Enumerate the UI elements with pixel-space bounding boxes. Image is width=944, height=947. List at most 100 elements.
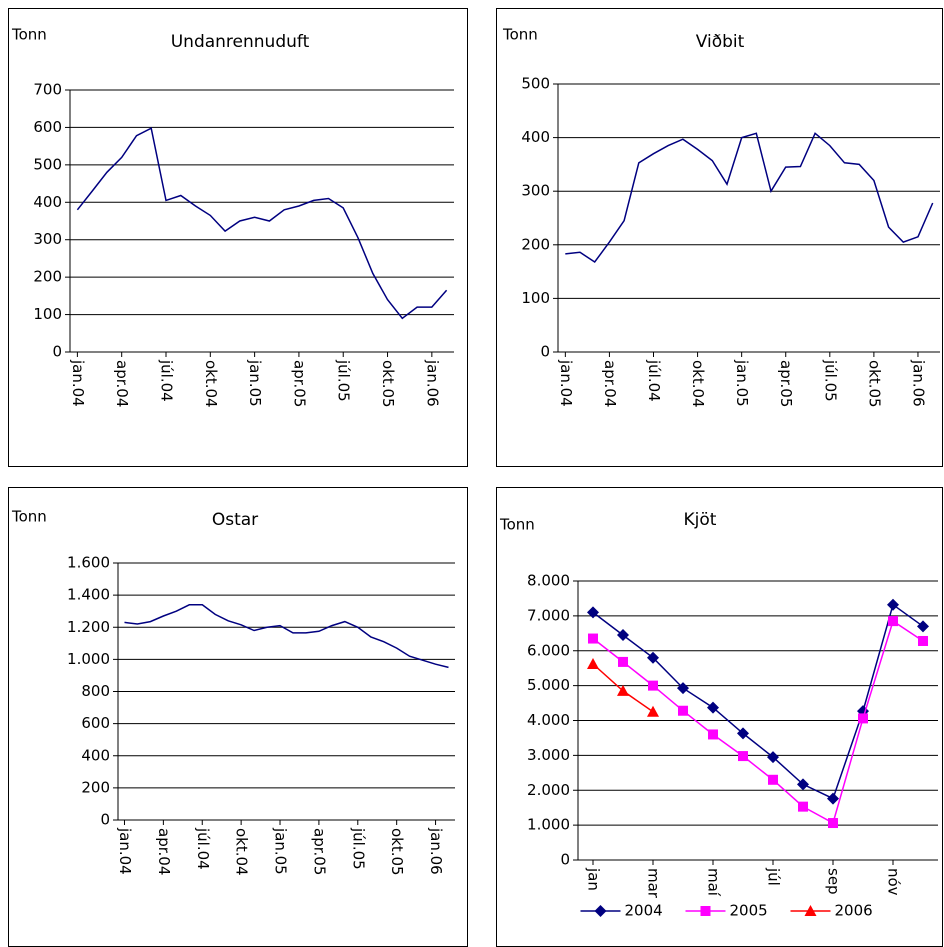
data-point xyxy=(797,778,809,791)
x-tick-label: jan.05 xyxy=(733,359,751,407)
y-tick-label: 6.000 xyxy=(527,641,570,659)
data-line xyxy=(592,603,924,800)
x-tick-label: júl.05 xyxy=(349,827,367,870)
x-tick-label: júl.04 xyxy=(194,827,212,870)
y-tick-label: 700 xyxy=(33,81,62,99)
x-tick-label: júl.05 xyxy=(821,359,839,402)
y-tick-label: 600 xyxy=(81,714,110,732)
y-tick-label: 400 xyxy=(521,128,550,146)
x-tick-label: okt.04 xyxy=(233,828,251,876)
x-tick-label: mar xyxy=(645,868,663,899)
y-tick-label: 1.000 xyxy=(67,650,110,668)
y-tick-label: 400 xyxy=(33,193,62,211)
x-tick-label: jan.04 xyxy=(557,359,575,407)
data-point xyxy=(858,713,868,724)
chart-title: Ostar xyxy=(212,510,258,530)
y-tick-label: 5.000 xyxy=(527,676,570,694)
y-tick-label: 600 xyxy=(33,118,62,136)
y-tick-label: 1.600 xyxy=(67,554,110,572)
data-line xyxy=(592,619,924,825)
y-tick-label: 100 xyxy=(33,305,62,323)
data-point xyxy=(648,680,658,691)
x-tick-label: okt.04 xyxy=(202,360,220,408)
data-point xyxy=(618,656,628,667)
x-tick-label: apr.05 xyxy=(310,828,328,875)
panel-frame xyxy=(496,8,943,467)
data-point xyxy=(617,684,629,696)
data-point xyxy=(917,620,929,633)
data-line xyxy=(565,132,934,264)
panel-frame xyxy=(8,8,468,467)
y-tick-label: 500 xyxy=(521,75,550,93)
chart-title: Kjöt xyxy=(684,510,717,530)
x-tick-label: apr.05 xyxy=(777,360,795,407)
y-tick-label: 0 xyxy=(100,811,110,829)
x-tick-label: júl xyxy=(765,867,783,886)
x-tick-label: jan.04 xyxy=(69,359,87,407)
data-point xyxy=(647,651,659,664)
x-tick-label: okt.05 xyxy=(388,828,406,876)
x-tick-label: jan.06 xyxy=(427,827,445,875)
x-tick-label: okt.04 xyxy=(689,360,707,408)
y-tick-label: 0 xyxy=(540,343,550,361)
data-point xyxy=(587,606,599,619)
x-tick-label: jan.05 xyxy=(246,359,264,407)
y-tick-label: 1.400 xyxy=(67,586,110,604)
x-tick-label: okt.05 xyxy=(379,360,397,408)
data-point xyxy=(647,705,659,717)
x-tick-label: apr.04 xyxy=(155,828,173,875)
y-tick-label: 200 xyxy=(81,778,110,796)
y-axis-label: Tonn xyxy=(11,508,47,526)
legend-marker xyxy=(700,906,711,916)
y-tick-label: 1.000 xyxy=(527,816,570,834)
data-point xyxy=(767,751,779,764)
data-point xyxy=(888,616,898,627)
x-tick-label: maí xyxy=(705,868,723,897)
y-axis-label: Tonn xyxy=(499,516,535,534)
data-point xyxy=(798,801,808,812)
x-tick-label: jan xyxy=(585,867,603,891)
chart-title: Viðbit xyxy=(696,32,745,52)
y-tick-label: 2.000 xyxy=(527,781,570,799)
y-axis-label: Tonn xyxy=(502,26,538,44)
x-tick-label: jan.06 xyxy=(909,359,927,407)
y-tick-label: 800 xyxy=(81,682,110,700)
x-tick-label: jan.05 xyxy=(272,827,290,875)
x-tick-label: jan.06 xyxy=(423,359,441,407)
data-line xyxy=(124,604,449,669)
y-tick-label: 200 xyxy=(521,235,550,253)
y-tick-label: 3.000 xyxy=(527,746,570,764)
legend-marker xyxy=(804,905,817,916)
x-tick-label: jan.04 xyxy=(116,827,134,875)
data-point xyxy=(587,658,599,670)
data-point xyxy=(737,727,749,740)
x-tick-label: apr.04 xyxy=(601,360,619,407)
data-point xyxy=(738,751,748,762)
y-tick-label: 500 xyxy=(33,155,62,173)
x-tick-label: júl.05 xyxy=(335,359,353,402)
x-tick-label: júl.04 xyxy=(645,359,663,402)
data-point xyxy=(827,792,839,805)
data-point xyxy=(918,635,928,646)
x-tick-label: apr.04 xyxy=(113,360,131,407)
data-point xyxy=(678,705,688,716)
data-point xyxy=(588,633,598,644)
data-point xyxy=(708,729,718,740)
data-point xyxy=(768,774,778,785)
x-tick-label: okt.05 xyxy=(865,360,883,408)
x-tick-label: apr.05 xyxy=(290,360,308,407)
data-line xyxy=(76,127,448,320)
y-tick-label: 200 xyxy=(33,268,62,286)
y-tick-label: 1.200 xyxy=(67,618,110,636)
data-point xyxy=(828,818,838,829)
y-tick-label: 100 xyxy=(521,289,550,307)
data-point xyxy=(677,682,689,695)
chart-title: Undanrennuduft xyxy=(171,32,310,52)
y-tick-label: 400 xyxy=(81,746,110,764)
legend-label: 2005 xyxy=(730,902,768,920)
legend-label: 2004 xyxy=(625,902,663,920)
x-tick-label: nóv xyxy=(885,868,903,896)
data-point xyxy=(707,701,719,714)
y-tick-label: 0 xyxy=(560,851,570,869)
